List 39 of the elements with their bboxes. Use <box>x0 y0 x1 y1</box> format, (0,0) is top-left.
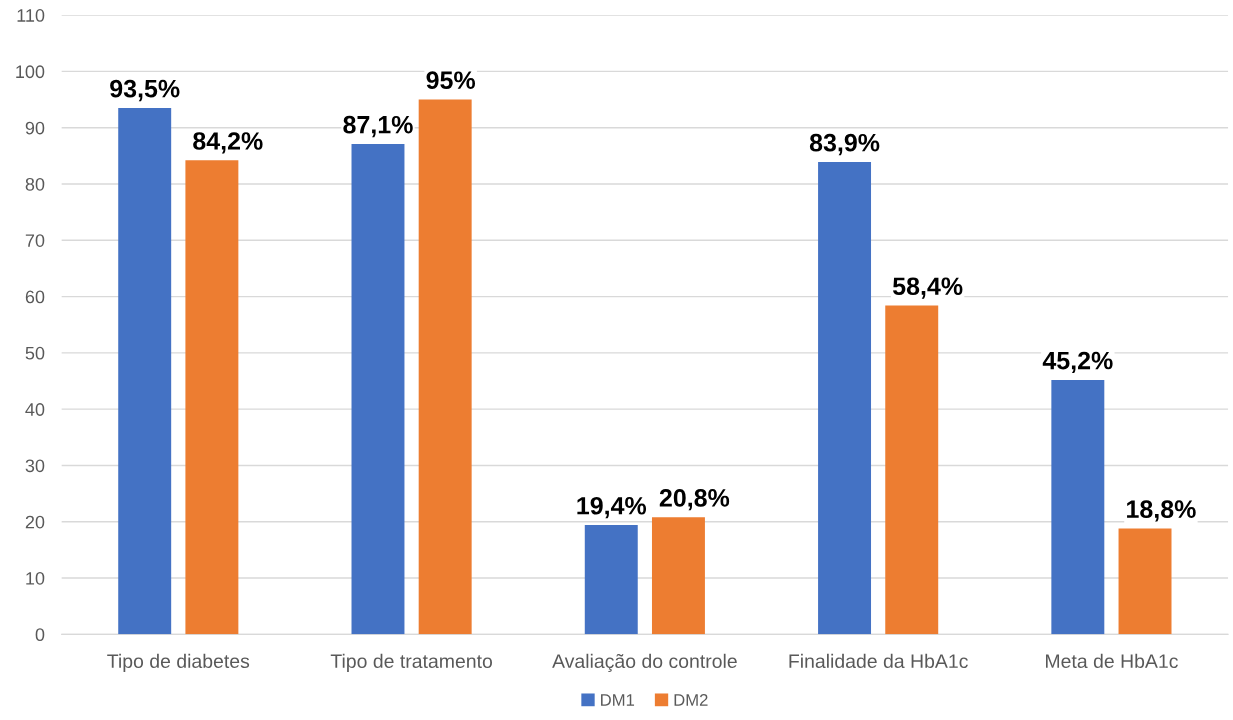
bar <box>651 517 705 635</box>
y-tick-label: 0 <box>35 628 45 642</box>
bar <box>584 525 638 635</box>
y-tick-label: 110 <box>17 9 45 22</box>
x-tick-label: Finalidade da HbA1c <box>789 653 968 669</box>
y-tick-label: 60 <box>25 290 45 304</box>
x-tick-label: Avaliação do controle <box>552 653 737 672</box>
y-tick-label: 30 <box>25 459 45 473</box>
data-label: 84,2% <box>193 132 263 154</box>
bar <box>351 144 405 635</box>
bar <box>818 162 872 635</box>
x-tick-label: Tipo de diabetes <box>107 653 250 672</box>
legend-label: DM2 <box>674 694 708 706</box>
data-label: 87,1% <box>343 115 413 138</box>
y-tick-label: 50 <box>25 346 45 360</box>
x-tick-label: Tipo de tratamento <box>330 653 493 672</box>
bar <box>885 305 939 635</box>
bar <box>1051 379 1105 635</box>
bar <box>418 99 472 635</box>
data-label: 19,4% <box>577 496 647 519</box>
y-tick-label: 80 <box>25 177 45 191</box>
data-label: 45,2% <box>1042 351 1113 374</box>
data-label: 83,9% <box>809 133 880 156</box>
legend-label: DM1 <box>601 694 635 706</box>
x-tick-label: Meta de HbA1c <box>1046 653 1178 669</box>
bar <box>118 108 172 635</box>
data-label: 93,5% <box>110 79 180 102</box>
data-label: 18,8% <box>1127 500 1196 522</box>
y-tick-label: 70 <box>25 234 45 247</box>
y-tick-label: 10 <box>26 571 45 585</box>
y-tick-label: 90 <box>25 121 45 135</box>
bar <box>1118 528 1172 635</box>
data-label: 95% <box>426 71 476 90</box>
data-label: 58,4% <box>892 277 963 299</box>
data-label: 20,8% <box>659 489 730 511</box>
y-tick-label: 40 <box>25 403 45 416</box>
bar <box>185 160 239 635</box>
y-tick-label: 20 <box>25 515 45 529</box>
y-tick-label: 100 <box>16 65 45 79</box>
